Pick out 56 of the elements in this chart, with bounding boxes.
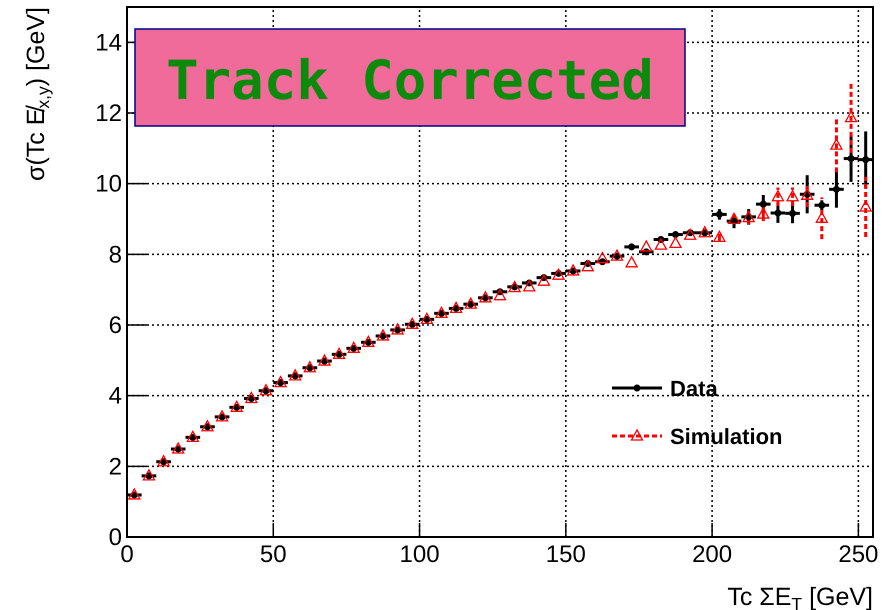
point bbox=[789, 210, 796, 217]
legend-label: Simulation bbox=[670, 424, 782, 449]
point bbox=[289, 369, 302, 381]
y-tick-label: 4 bbox=[108, 382, 122, 410]
x-tick-label: 200 bbox=[692, 541, 732, 568]
point bbox=[628, 243, 636, 250]
point bbox=[260, 384, 272, 396]
point bbox=[376, 329, 390, 341]
y-tick-label: 14 bbox=[95, 29, 122, 56]
point bbox=[142, 469, 156, 481]
point bbox=[348, 342, 360, 353]
point bbox=[774, 209, 782, 216]
point bbox=[786, 190, 799, 202]
point bbox=[760, 200, 767, 208]
point bbox=[830, 138, 843, 150]
point bbox=[304, 361, 316, 372]
y-tick-label: 8 bbox=[108, 241, 122, 268]
point bbox=[157, 455, 170, 466]
x-tick-label: 250 bbox=[838, 541, 878, 568]
x-axis-title: Tc ΣE$_{T}$ [GeV] bbox=[727, 583, 873, 610]
point bbox=[479, 291, 492, 302]
point bbox=[128, 488, 140, 500]
point bbox=[625, 256, 638, 268]
point bbox=[186, 430, 199, 442]
point bbox=[672, 231, 680, 238]
legend-label: Data bbox=[670, 376, 718, 401]
y-tick-label: 2 bbox=[108, 453, 122, 480]
point bbox=[201, 420, 214, 432]
point bbox=[816, 212, 828, 223]
point bbox=[669, 236, 682, 248]
point bbox=[245, 392, 258, 404]
y-tick-label: 10 bbox=[95, 170, 122, 198]
y-tick-label: 12 bbox=[95, 100, 122, 127]
point bbox=[391, 323, 404, 335]
annotation: Track Corrected bbox=[166, 49, 654, 112]
point bbox=[832, 186, 840, 193]
point bbox=[610, 249, 624, 261]
point bbox=[230, 400, 243, 412]
y-tick-label: 6 bbox=[108, 312, 122, 339]
point bbox=[362, 336, 375, 347]
x-tick-label: 150 bbox=[546, 541, 586, 568]
point bbox=[772, 190, 784, 202]
x-tick-label: 100 bbox=[400, 541, 440, 568]
point bbox=[757, 207, 770, 219]
x-tick-label: 50 bbox=[260, 541, 287, 568]
point bbox=[848, 155, 855, 162]
point bbox=[216, 410, 228, 422]
point bbox=[860, 200, 872, 212]
point bbox=[713, 230, 726, 242]
point bbox=[862, 156, 870, 164]
point bbox=[801, 188, 814, 200]
point bbox=[172, 442, 184, 454]
point bbox=[274, 376, 287, 388]
y-tick-label: 0 bbox=[108, 524, 122, 551]
point bbox=[332, 348, 346, 359]
point bbox=[318, 354, 331, 366]
